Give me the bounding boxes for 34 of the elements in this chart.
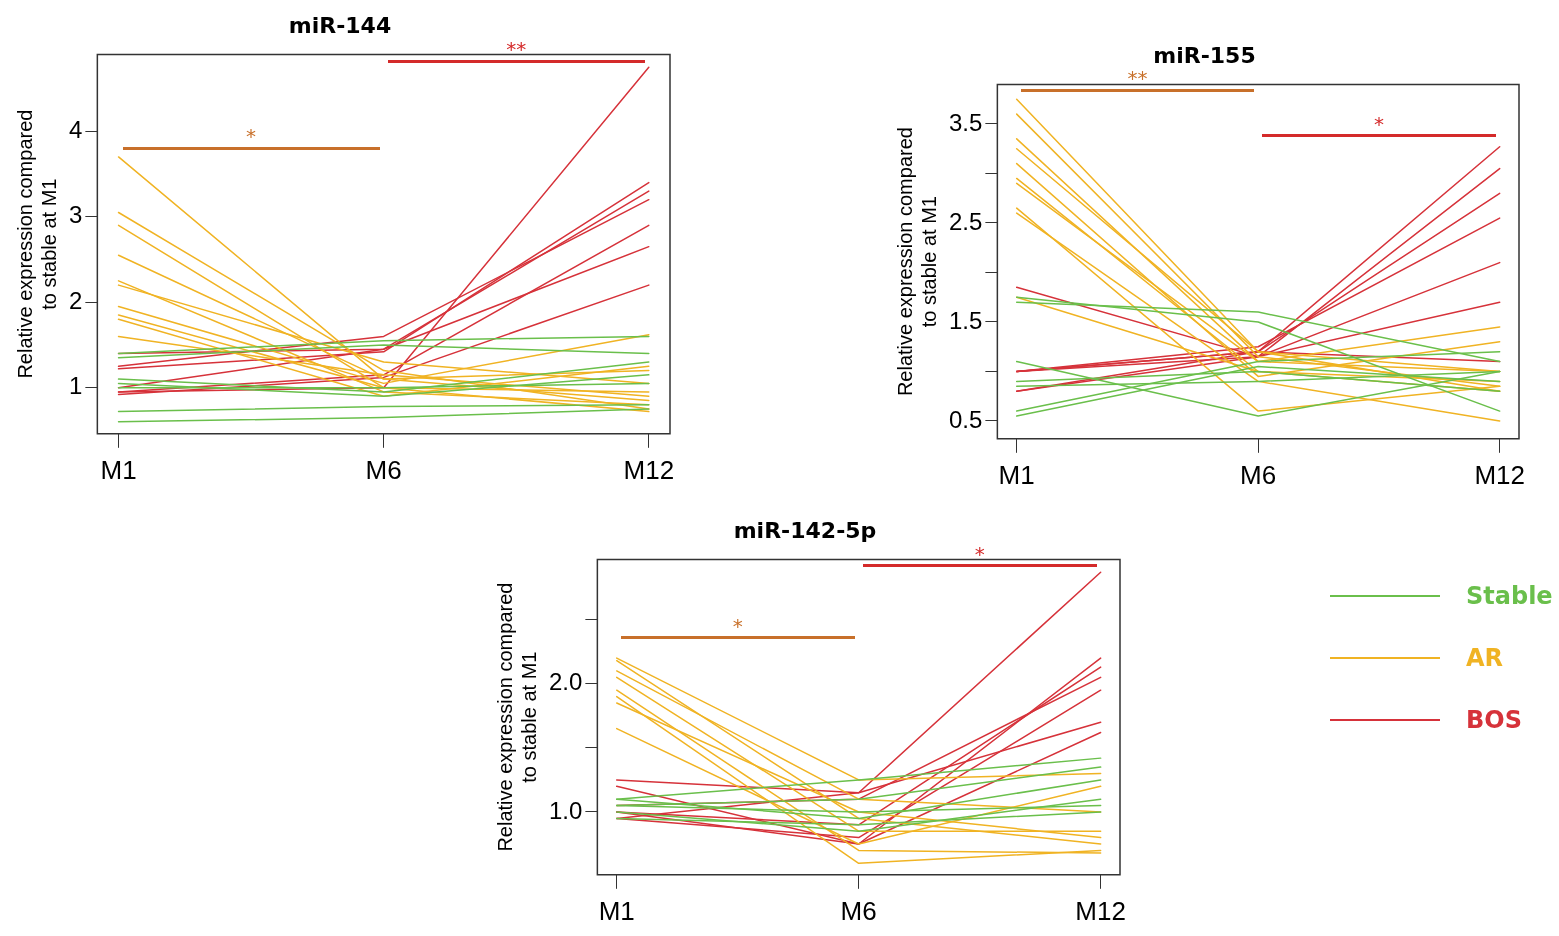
y-tick-label: 2.0 xyxy=(548,668,583,696)
annotation: * xyxy=(731,613,744,638)
legend-label: Stable xyxy=(1466,582,1553,610)
x-tick-label: M6 xyxy=(365,454,402,485)
y-tick-label: 1.5 xyxy=(948,306,983,334)
x-tick-label: M12 xyxy=(1474,459,1525,490)
legend-label: AR xyxy=(1466,644,1504,672)
x-tick-label: M1 xyxy=(598,895,635,926)
y-axis-title: Relative expression compared to stable at M1 xyxy=(893,127,940,397)
y-tick-label: 2.5 xyxy=(948,207,983,235)
x-tick-label: M12 xyxy=(1075,895,1126,926)
legend-label: BOS xyxy=(1466,706,1522,734)
chart-title: miR-144 xyxy=(288,12,392,38)
y-tick-label: 1.0 xyxy=(548,796,583,824)
y-tick-label: 4 xyxy=(68,115,83,143)
y-axis-title: Relative expression compared to stable at M1 xyxy=(493,582,540,852)
y-tick-label: 3.5 xyxy=(948,108,983,136)
x-tick-label: M6 xyxy=(840,895,877,926)
x-tick-label: M1 xyxy=(998,459,1035,490)
annotation: ** xyxy=(505,37,528,62)
chart-title: miR-142-5p xyxy=(733,517,877,543)
x-tick-label: M1 xyxy=(100,454,137,485)
y-tick-label: 1 xyxy=(68,372,83,400)
annotation: * xyxy=(1372,111,1385,136)
x-tick-label: M12 xyxy=(623,454,675,485)
annotation: ** xyxy=(1126,66,1149,91)
annotation: * xyxy=(973,541,986,566)
y-tick-label: 0.5 xyxy=(948,405,983,433)
x-tick-label: M6 xyxy=(1240,459,1277,490)
y-axis-title: Relative expression compared to stable at M1 xyxy=(13,109,60,379)
chart-title: miR-155 xyxy=(1153,42,1256,68)
y-tick-label: 3 xyxy=(68,201,83,229)
annotation: * xyxy=(245,124,258,149)
y-tick-label: 2 xyxy=(68,286,83,314)
